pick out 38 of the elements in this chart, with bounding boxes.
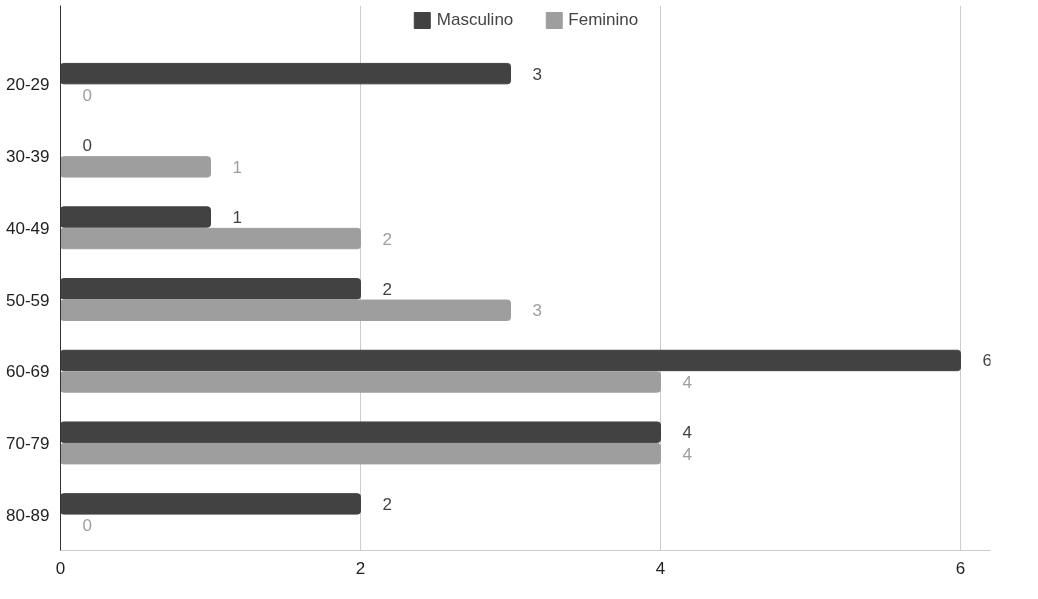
data-label: 3 [532, 301, 542, 321]
data-label: 2 [382, 279, 392, 299]
x-tick-label: 6 [955, 558, 966, 578]
data-label: 3 [532, 64, 542, 84]
bar [60, 227, 361, 250]
bar [60, 299, 511, 321]
x-tick-label: 2 [355, 558, 366, 578]
bar [60, 371, 661, 393]
y-tick-label: 80-89 [6, 505, 50, 525]
data-label: 0 [82, 516, 92, 536]
data-label: 4 [682, 423, 692, 443]
data-label: 6 [982, 351, 992, 371]
x-tick-label: 0 [55, 558, 66, 578]
data-label: 0 [82, 86, 92, 106]
y-tick-label: 30-39 [6, 147, 50, 167]
bar [60, 278, 361, 300]
x-tick-label: 4 [655, 558, 666, 578]
data-label: 0 [82, 136, 92, 156]
bar [60, 156, 211, 178]
bar [60, 442, 661, 465]
data-label: 1 [232, 208, 242, 228]
bar [60, 349, 961, 372]
y-tick-label: 20-29 [6, 75, 50, 95]
bar [60, 206, 211, 228]
bar [60, 421, 661, 443]
legend-label: Masculino [436, 10, 514, 30]
y-tick-label: 40-49 [6, 218, 50, 238]
data-label: 4 [682, 372, 692, 392]
y-tick-label: 70-79 [6, 433, 50, 453]
data-label: 1 [232, 157, 242, 177]
data-label: 2 [382, 494, 392, 514]
bar [60, 62, 511, 85]
bar [60, 493, 361, 515]
legend-label: Feminino [568, 10, 639, 30]
data-label: 4 [682, 444, 692, 464]
y-tick-label: 50-59 [6, 290, 50, 310]
y-tick-label: 60-69 [6, 362, 50, 382]
data-label: 2 [382, 229, 392, 249]
